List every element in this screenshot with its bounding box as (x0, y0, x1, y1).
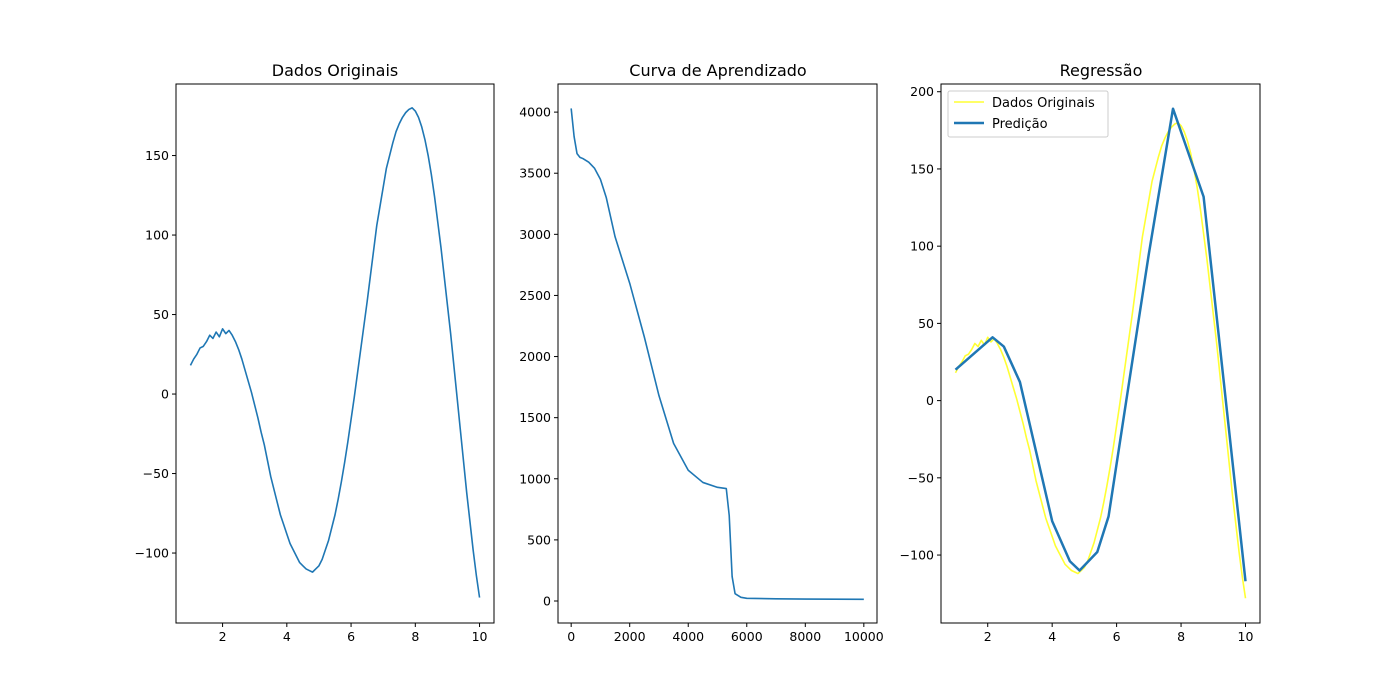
y-tick-label: −50 (908, 470, 934, 485)
y-tick-label: 50 (153, 307, 169, 322)
x-tick-label: 8 (1177, 629, 1185, 644)
x-tick-label: 6000 (731, 629, 763, 644)
y-tick-label: 1000 (519, 471, 551, 486)
y-tick-label: 0 (543, 594, 551, 609)
axes-frame (940, 83, 1261, 624)
series-line-chart-1 (570, 108, 864, 601)
x-tick-label: 8000 (789, 629, 821, 644)
y-tick-label: 2500 (519, 288, 551, 303)
chart-curva-de-aprendizado: Curva de Aprendizado 0 2000 4000 6000 8000 10… (519, 61, 884, 644)
chart-dados-originais: Dados Originais 2 4 6 8 10 −100 −50 0 50 100 150 (135, 61, 495, 644)
x-tick-label: 10000 (844, 629, 884, 644)
series-line-chart-0 (189, 107, 481, 598)
x-tick-label: 4000 (672, 629, 704, 644)
chart-regressao: Regressão Dados Originais Predição 2 4 6 8 1… (900, 61, 1261, 644)
y-tick-label: 1500 (519, 410, 551, 425)
chart-title: Dados Originais (272, 61, 398, 80)
legend-label-dados-originais: Dados Originais (992, 96, 1095, 111)
y-tick-label: −100 (900, 548, 934, 563)
x-tick-label: 10 (1238, 629, 1254, 644)
x-tick-label: 4 (1048, 629, 1056, 644)
legend-frame (947, 90, 1109, 138)
x-tick-label: 6 (347, 629, 355, 644)
y-tick-label: 150 (910, 161, 934, 176)
series-line-dados-originais (954, 121, 1247, 599)
x-tick-label: 4 (283, 629, 291, 644)
y-tick-label: −50 (143, 466, 169, 481)
y-tick-label: 3500 (519, 166, 551, 181)
y-tick-label: 100 (910, 239, 934, 254)
y-tick-label: 100 (145, 228, 169, 243)
axes-frame (557, 83, 878, 624)
x-tick-label: 2000 (614, 629, 646, 644)
x-tick-label: 10 (472, 629, 488, 644)
x-tick-label: 2 (219, 629, 227, 644)
y-tick-label: 150 (145, 148, 169, 163)
x-tick-label: 6 (1113, 629, 1121, 644)
x-tick-label: 8 (411, 629, 419, 644)
x-tick-label: 0 (567, 629, 575, 644)
y-tick-label: 3000 (519, 227, 551, 242)
axes-frame (175, 83, 495, 624)
y-tick-label: 200 (910, 84, 934, 99)
y-tick-label: −100 (135, 546, 169, 561)
y-tick-label: 0 (161, 387, 169, 402)
y-tick-label: 0 (926, 393, 934, 408)
y-tick-label: 50 (918, 316, 934, 331)
y-tick-label: 2000 (519, 349, 551, 364)
chart-title: Regressão (1060, 61, 1143, 80)
chart-title: Curva de Aprendizado (629, 61, 806, 80)
x-tick-label: 2 (984, 629, 992, 644)
y-tick-label: 4000 (519, 105, 551, 120)
legend: Dados Originais Predição (947, 90, 1109, 138)
legend-label-predicao: Predição (992, 117, 1048, 132)
series-line-predi-o (954, 107, 1247, 582)
y-tick-label: 500 (527, 532, 551, 547)
